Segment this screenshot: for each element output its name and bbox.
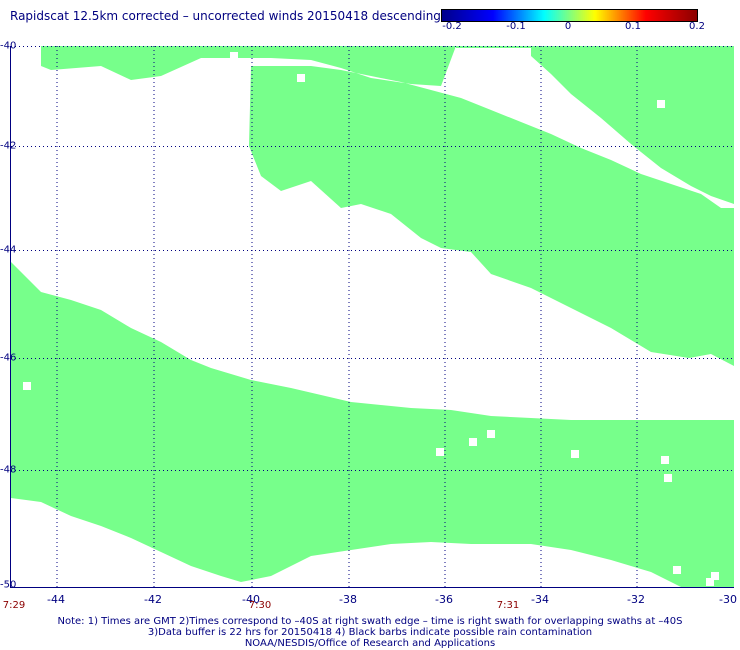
lat-label-40: -40 xyxy=(0,40,17,52)
lon-label-36: -36 xyxy=(435,593,453,606)
time-label-729: 7:29 xyxy=(2,600,26,611)
colorbar xyxy=(441,9,698,22)
data-gap-3 xyxy=(23,382,31,390)
data-gap-10 xyxy=(511,544,519,552)
lat-label-48: -48 xyxy=(0,464,17,476)
swath-middle xyxy=(41,46,734,366)
lat-label-42: -42 xyxy=(0,140,17,152)
data-gap-12 xyxy=(711,572,719,580)
note-line-2: 3)Data buffer is 22 hrs for 20150418 4) … xyxy=(147,627,593,638)
lon-label-34: -34 xyxy=(531,593,549,606)
lat-label-44: -44 xyxy=(0,244,17,256)
swath-upper-right xyxy=(531,46,734,204)
data-gap-14 xyxy=(706,578,714,586)
lon-label-32: -32 xyxy=(627,593,645,606)
colorbar-label-neg-0.2: -0.2 xyxy=(442,21,462,32)
colorbar-label-zero: 0 xyxy=(564,21,572,32)
swath-map xyxy=(11,46,734,587)
data-gap-8 xyxy=(661,456,669,464)
data-gap-2 xyxy=(657,100,665,108)
time-label-731: 7:31 xyxy=(496,600,520,611)
data-gap-5 xyxy=(469,438,477,446)
chart-title: Rapidscat 12.5km corrected – uncorrected… xyxy=(10,9,441,23)
colorbar-label-neg-0.1: -0.1 xyxy=(506,21,526,32)
data-gap-4 xyxy=(436,448,444,456)
lon-label-42: -42 xyxy=(144,593,162,606)
lat-label-46: -46 xyxy=(0,352,17,364)
data-gap-13 xyxy=(673,566,681,574)
lon-label-44: -44 xyxy=(47,593,65,606)
lat-label-50: -50 xyxy=(0,579,17,591)
data-gap-9 xyxy=(664,474,672,482)
colorbar-label-0.1: 0.1 xyxy=(625,21,641,32)
note-line-3: NOAA/NESDIS/Office of Research and Appli… xyxy=(244,638,496,649)
time-label-730: 7:30 xyxy=(248,600,272,611)
data-gap-6 xyxy=(487,430,495,438)
data-gap-7 xyxy=(571,450,579,458)
swath-lower xyxy=(11,262,734,587)
lon-label-30: -30 xyxy=(719,593,737,606)
map-plot-area xyxy=(10,46,734,588)
data-gap-1 xyxy=(297,74,305,82)
data-gap-0 xyxy=(230,52,238,60)
lon-label-38: -38 xyxy=(339,593,357,606)
note-line-1: Note: 1) Times are GMT 2)Times correspon… xyxy=(57,616,683,627)
lon-label-40: -40 xyxy=(242,593,260,606)
data-gap-11 xyxy=(607,574,615,582)
colorbar-label-0.2: 0.2 xyxy=(689,21,705,32)
